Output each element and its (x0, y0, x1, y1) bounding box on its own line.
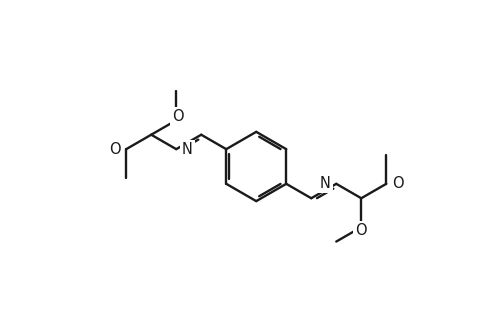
Text: N: N (182, 142, 193, 157)
Text: O: O (392, 176, 404, 191)
Text: O: O (172, 109, 184, 124)
Text: O: O (356, 224, 367, 239)
Text: N: N (320, 176, 330, 191)
Text: O: O (109, 142, 120, 157)
